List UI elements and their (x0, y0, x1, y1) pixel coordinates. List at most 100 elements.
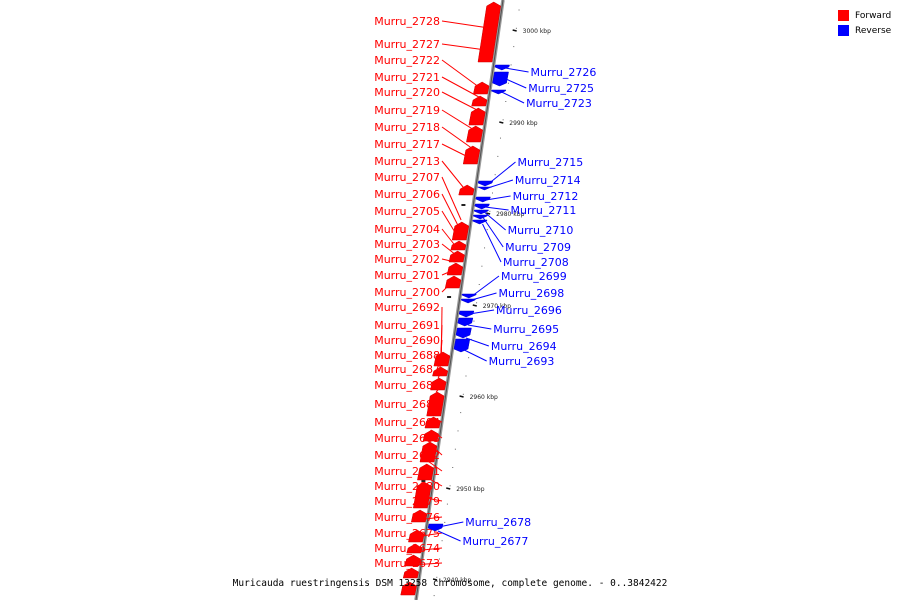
forward-gene-glyph (408, 529, 425, 543)
forward-gene-leader (441, 143, 471, 159)
forward-gene-glyph (471, 95, 488, 107)
reverse-gene-label[interactable]: Murru_2677 (463, 535, 529, 548)
reverse-gene-glyph (427, 523, 444, 532)
forward-gene-label[interactable]: Murru_2707 (374, 171, 440, 184)
forward-gene-leader (441, 243, 457, 256)
forward-gene-leader (441, 193, 461, 230)
forward-gene-leader (430, 429, 443, 439)
forward-gene-label[interactable]: Murru_2692 (374, 301, 440, 314)
forward-gene-label[interactable]: Murru_2703 (374, 238, 440, 251)
forward-gene-glyph (433, 351, 451, 367)
forward-gene-leader (437, 368, 443, 379)
reverse-gene-label[interactable]: Murru_2726 (531, 66, 597, 79)
forward-gene-label[interactable]: Murru_2682 (374, 449, 440, 462)
forward-gene-label[interactable]: Murru_2688 (374, 349, 440, 362)
reverse-gene-glyph (492, 71, 509, 87)
forward-gene-label[interactable]: Murru_2713 (374, 155, 440, 168)
axis-marker (447, 296, 452, 298)
reverse-gene-label[interactable]: Murru_2714 (515, 174, 581, 187)
forward-gene-label[interactable]: Murru_2690 (374, 334, 440, 347)
forward-gene-leader (441, 76, 480, 98)
forward-gene-label[interactable]: Murru_2718 (374, 121, 440, 134)
forward-gene-label[interactable]: Murru_2691 (374, 319, 440, 332)
forward-gene-glyph (432, 366, 449, 377)
forward-gene-glyph (417, 463, 434, 481)
forward-gene-glyph (450, 240, 467, 251)
reverse-gene-label[interactable]: Murru_2715 (518, 156, 584, 169)
figure-caption: Muricauda ruestringensis DSM 13258 chrom… (232, 578, 668, 589)
reverse-gene-label[interactable]: Murru_2678 (465, 516, 531, 529)
reverse-gene-leader (467, 324, 492, 330)
reverse-gene-glyph (455, 327, 472, 339)
reverse-gene-label[interactable]: Murru_2723 (526, 97, 592, 110)
forward-gene-label[interactable]: Murru_2706 (374, 188, 440, 201)
reverse-gene-label[interactable]: Murru_2696 (496, 304, 562, 317)
reverse-gene-label[interactable]: Murru_2693 (489, 355, 555, 368)
reverse-gene-leader (464, 349, 487, 362)
scale-tick (432, 578, 438, 581)
forward-gene-label[interactable]: Murru_2679 (374, 495, 440, 508)
forward-gene-label[interactable]: Murru_2705 (374, 205, 440, 218)
reverse-gene-leader (469, 309, 495, 315)
forward-gene-leader (441, 20, 490, 29)
forward-gene-label[interactable]: Murru_2702 (374, 253, 440, 266)
reverse-gene-leader (488, 161, 516, 185)
reverse-gene-label[interactable]: Murru_2710 (508, 224, 574, 237)
forward-gene-label[interactable]: Murru_2681 (374, 465, 440, 478)
forward-gene-label[interactable]: Murru_2717 (374, 138, 440, 151)
forward-gene-leader (433, 403, 443, 411)
forward-gene-label[interactable]: Murru_2704 (374, 223, 440, 236)
forward-gene-label[interactable]: Murru_2685 (374, 398, 440, 411)
reverse-gene-label[interactable]: Murru_2709 (505, 241, 571, 254)
forward-gene-leader (420, 496, 443, 502)
forward-gene-label[interactable]: Murru_2721 (374, 71, 440, 84)
forward-gene-leader (413, 547, 443, 552)
scale-tick (459, 395, 464, 398)
reverse-gene-label[interactable]: Murru_2725 (528, 82, 594, 95)
forward-gene-glyph (430, 377, 447, 391)
reverse-gene-label[interactable]: Murru_2708 (503, 256, 569, 269)
forward-gene-label[interactable]: Murru_2687 (374, 363, 440, 376)
forward-gene-leader (415, 532, 443, 538)
forward-gene-label[interactable]: Murru_2680 (374, 480, 440, 493)
forward-gene-label[interactable]: Murru_2686 (374, 379, 440, 392)
reverse-gene-label[interactable]: Murru_2711 (511, 204, 577, 217)
reverse-gene-glyph (453, 338, 471, 353)
forward-gene-label[interactable]: Murru_2719 (374, 104, 440, 117)
reverse-gene-leader (465, 337, 489, 347)
forward-gene-glyph (413, 481, 432, 509)
forward-gene-label[interactable]: Murru_2722 (374, 54, 440, 67)
reverse-gene-glyph (472, 214, 489, 220)
forward-gene-label[interactable]: Murru_2727 (374, 38, 440, 51)
reverse-gene-glyph (457, 317, 474, 327)
scale-tick (446, 487, 451, 490)
forward-gene-label[interactable]: Murru_2728 (374, 15, 440, 28)
forward-gene-label[interactable]: Murru_2673 (374, 557, 440, 570)
forward-gene-label[interactable]: Murru_2701 (374, 269, 440, 282)
reverse-gene-glyph (477, 180, 494, 187)
reverse-gene-label[interactable]: Murru_2695 (493, 323, 559, 336)
forward-gene-glyph (400, 581, 417, 596)
reverse-gene-label[interactable]: Murru_2694 (491, 340, 557, 353)
forward-gene-label[interactable]: Murru_2720 (374, 86, 440, 99)
reverse-gene-leader (485, 195, 511, 201)
forward-gene-label[interactable]: Murru_2700 (374, 286, 440, 299)
forward-gene-label[interactable]: Murru_2684 (374, 416, 440, 429)
reverse-gene-leader (482, 217, 504, 248)
reverse-gene-label[interactable]: Murru_2699 (501, 270, 567, 283)
reverse-gene-leader (438, 521, 464, 528)
chromosome-axis-core (415, 0, 504, 600)
forward-gene-leader (441, 160, 466, 191)
forward-gene-label[interactable]: Murru_2676 (374, 511, 440, 524)
scale-label: 2990 kbp (509, 120, 537, 127)
reverse-gene-glyph (475, 196, 491, 203)
forward-gene-label[interactable]: Murru_2675 (374, 527, 440, 540)
forward-gene-label[interactable]: Murru_2683 (374, 432, 440, 445)
forward-gene-leader (441, 176, 462, 221)
forward-gene-label[interactable]: Murru_2674 (374, 542, 440, 555)
reverse-gene-label[interactable]: Murru_2712 (513, 190, 579, 203)
forward-gene-glyph (477, 1, 501, 63)
forward-gene-leader (435, 384, 443, 393)
reverse-gene-label[interactable]: Murru_2698 (499, 287, 565, 300)
